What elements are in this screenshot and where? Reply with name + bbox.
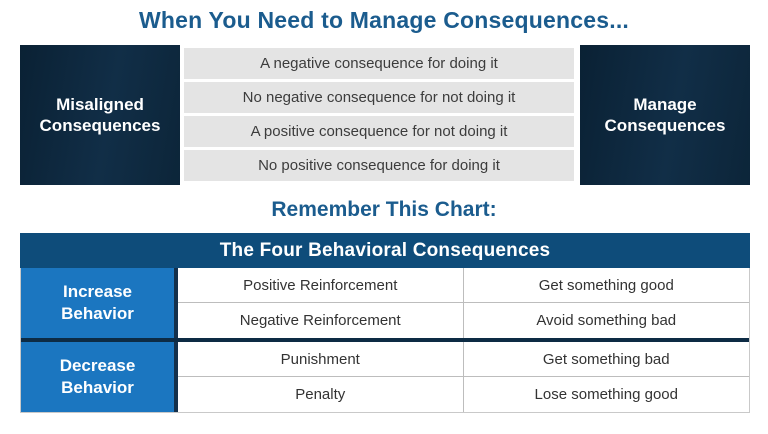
four-behavioral-consequences-table: The Four Behavioral Consequences Increas… (20, 233, 750, 413)
table-cell-consequence-effect: Avoid something bad (463, 303, 749, 338)
table-cell-consequence-effect: Get something good (463, 268, 749, 303)
consequence-row: No positive consequence for doing it (184, 150, 574, 181)
table-cell-consequence-name: Penalty (178, 377, 464, 412)
consequence-row-list: A negative consequence for doing it No n… (180, 45, 580, 185)
consequence-row: No negative consequence for not doing it (184, 82, 574, 113)
table-body: Increase Behavior Positive Reinforcement… (20, 268, 750, 413)
misaligned-consequences-box: Misaligned Consequences (20, 45, 180, 185)
table-cell-consequence-effect: Get something bad (463, 342, 749, 377)
consequence-row: A positive consequence for not doing it (184, 116, 574, 147)
table-cell-consequence-name: Negative Reinforcement (178, 303, 464, 338)
table-cell-consequence-effect: Lose something good (463, 377, 749, 412)
increase-behavior-label: Increase Behavior (21, 268, 178, 338)
misaligned-consequences-table: Misaligned Consequences A negative conse… (20, 45, 750, 185)
decrease-behavior-label: Decrease Behavior (21, 342, 178, 412)
secondary-title: Remember This Chart: (271, 198, 497, 221)
decrease-behavior-group: Decrease Behavior Punishment Get somethi… (21, 342, 749, 412)
table-header: The Four Behavioral Consequences (20, 233, 750, 268)
manage-consequences-box: Manage Consequences (580, 45, 750, 185)
increase-behavior-group: Increase Behavior Positive Reinforcement… (21, 268, 749, 342)
table-cell-consequence-name: Punishment (178, 342, 464, 377)
table-cell-consequence-name: Positive Reinforcement (178, 268, 464, 303)
main-title: When You Need to Manage Consequences... (138, 7, 630, 33)
consequence-row: A negative consequence for doing it (184, 48, 574, 79)
